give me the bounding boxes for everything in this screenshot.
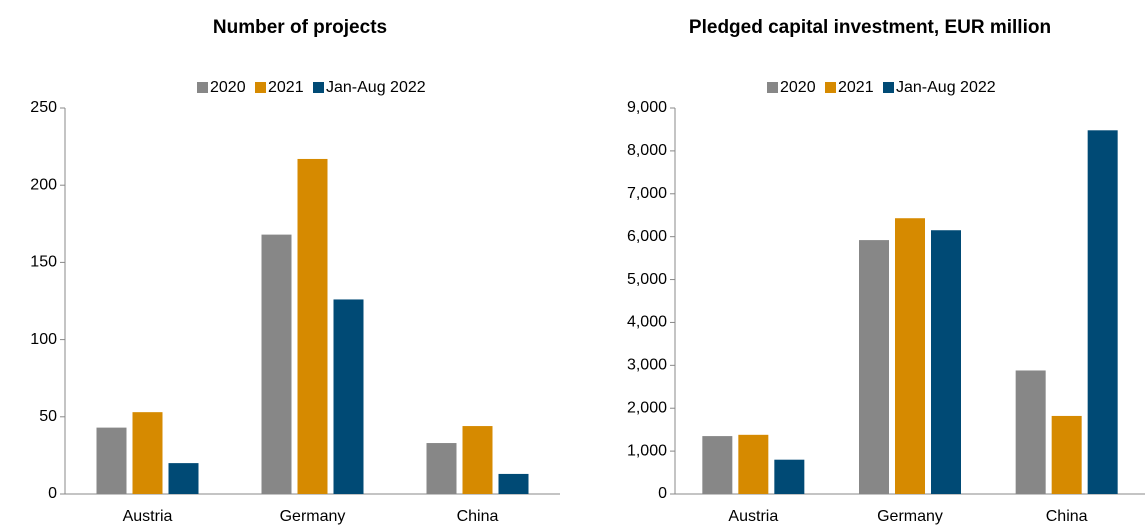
x-tick-label: China <box>1046 508 1088 525</box>
legend-label: 2021 <box>838 79 874 96</box>
x-tick-label: Germany <box>877 508 943 525</box>
bar <box>931 230 961 494</box>
bar <box>96 427 127 494</box>
bar <box>738 434 769 494</box>
y-tick-label: 50 <box>39 408 57 425</box>
legend-swatch <box>767 82 778 93</box>
legend-swatch <box>825 82 836 93</box>
x-tick-label: Germany <box>280 508 346 525</box>
y-tick-label: 250 <box>30 99 57 116</box>
bar <box>774 459 805 494</box>
legend-label: 2020 <box>210 79 246 96</box>
y-tick-label: 200 <box>30 176 57 193</box>
y-tick-label: 0 <box>48 485 57 502</box>
legend-swatch <box>313 82 324 93</box>
y-tick-label: 2,000 <box>627 399 667 416</box>
bar <box>1087 130 1118 494</box>
y-tick-label: 5,000 <box>627 271 667 288</box>
bar <box>426 443 457 494</box>
y-tick-label: 6,000 <box>627 228 667 245</box>
y-tick-label: 3,000 <box>627 357 667 374</box>
bar <box>859 240 889 494</box>
legend-swatch <box>883 82 894 93</box>
bar <box>261 234 292 494</box>
x-tick-label: China <box>457 508 499 525</box>
bar <box>132 412 163 494</box>
legend-label: 2021 <box>268 79 304 96</box>
y-tick-label: 7,000 <box>627 185 667 202</box>
y-tick-label: 0 <box>658 485 667 502</box>
bar <box>498 473 529 494</box>
bar <box>333 299 364 494</box>
bar <box>168 463 199 494</box>
bar <box>297 158 328 494</box>
legend-swatch <box>197 82 208 93</box>
y-tick-label: 4,000 <box>627 314 667 331</box>
legend-label: Jan-Aug 2022 <box>896 79 996 96</box>
bar <box>1015 370 1046 494</box>
y-tick-label: 9,000 <box>627 99 667 116</box>
bar <box>702 436 733 494</box>
x-tick-label: Austria <box>728 508 778 525</box>
bar <box>462 426 493 494</box>
bar <box>1051 415 1082 494</box>
legend-label: 2020 <box>780 79 816 96</box>
chart-title: Number of projects <box>213 17 387 38</box>
y-tick-label: 1,000 <box>627 442 667 459</box>
x-tick-label: Austria <box>123 508 173 525</box>
y-tick-label: 150 <box>30 254 57 271</box>
bar <box>895 218 925 495</box>
legend-swatch <box>255 82 266 93</box>
y-tick-label: 100 <box>30 331 57 348</box>
legend-label: Jan-Aug 2022 <box>326 79 426 96</box>
chart-title: Pledged capital investment, EUR million <box>689 17 1051 38</box>
y-tick-label: 8,000 <box>627 142 667 159</box>
